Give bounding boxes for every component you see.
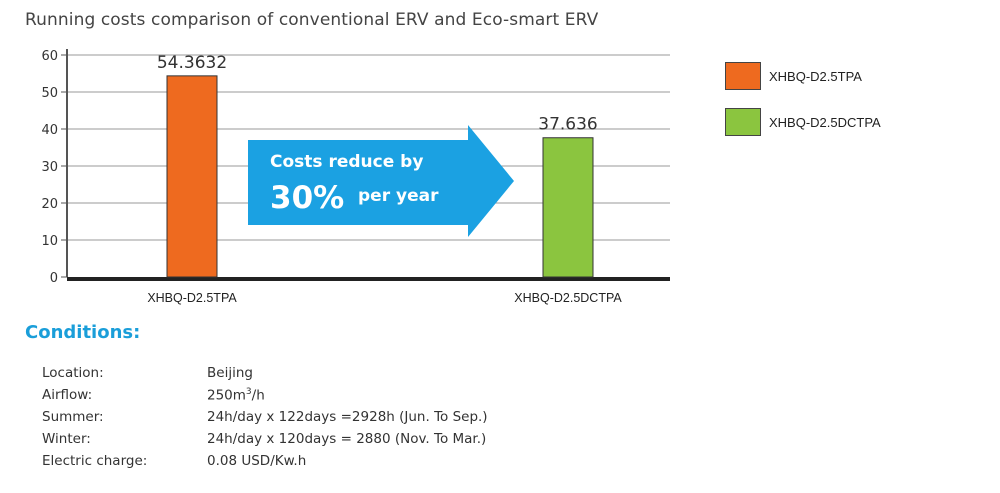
condition-key: Electric charge: (42, 453, 148, 469)
conditions-heading: Conditions: (25, 322, 141, 343)
condition-row-electric-charge: Electric charge: 0.08 USD/Kw.h (42, 450, 488, 472)
y-tick-label: 40 (41, 123, 58, 138)
conditions-table: Location: Beijing Airflow: 250m3/h Summe… (42, 362, 488, 472)
annotation-line2: per year (358, 186, 439, 206)
condition-value: 24h/day x 120days = 2880 (Nov. To Mar.) (207, 431, 487, 447)
airflow-superscript: 3 (245, 386, 252, 397)
legend-label-tpa: XHBQ-D2.5TPA (769, 68, 862, 84)
condition-key: Winter: (42, 431, 91, 447)
x-axis (67, 277, 670, 281)
y-tick-label: 20 (41, 197, 58, 212)
condition-key: Airflow: (42, 387, 93, 403)
condition-row-location: Location: Beijing (42, 362, 488, 384)
bar (166, 75, 218, 278)
arrow-shape (248, 125, 514, 237)
y-tick-label: 60 (41, 49, 58, 64)
reduction-arrow: Costs reduce by 30% per year (248, 125, 514, 237)
bar-chart: 0 10 20 30 40 50 60 54.3632 XHBQ-D2.5TPA 37.636 XH… (41, 49, 670, 305)
condition-row-winter: Winter: 24h/day x 120days = 2880 (Nov. T… (42, 428, 488, 450)
condition-value: 0.08 USD/Kw.h (207, 453, 307, 469)
legend-label-dctpa: XHBQ-D2.5DCTPA (769, 114, 881, 130)
legend-item-dctpa: XHBQ-D2.5DCTPA (725, 108, 881, 136)
condition-value-airflow: 250m3/h (207, 387, 265, 404)
chart-title: Running costs comparison of conventional… (25, 10, 599, 30)
airflow-suffix: /h (251, 387, 265, 404)
y-tick-label: 50 (41, 86, 58, 101)
legend-swatch-tpa (725, 62, 761, 90)
annotation-line1: Costs reduce by (270, 152, 423, 172)
condition-value: Beijing (207, 365, 253, 381)
y-tick-label: 0 (50, 271, 58, 286)
x-tick-label: XHBQ-D2.5TPA (147, 291, 237, 305)
x-tick-label: XHBQ-D2.5DCTPA (514, 291, 622, 305)
y-tick-label: 30 (41, 160, 58, 175)
condition-value: 24h/day x 122days =2928h (Jun. To Sep.) (207, 409, 488, 425)
bar (542, 137, 594, 278)
y-tick-label: 10 (41, 234, 58, 249)
legend-item-tpa: XHBQ-D2.5TPA (725, 62, 881, 90)
condition-key: Summer: (42, 409, 104, 425)
condition-row-airflow: Airflow: 250m3/h (42, 384, 488, 406)
airflow-value: 250m (207, 387, 246, 404)
bar-value-label: 54.3632 (157, 53, 227, 73)
annotation-percent: 30% (270, 180, 344, 216)
legend: XHBQ-D2.5TPA XHBQ-D2.5DCTPA (725, 62, 881, 154)
bar-value-label: 37.636 (538, 115, 597, 135)
condition-row-summer: Summer: 24h/day x 122days =2928h (Jun. T… (42, 406, 488, 428)
legend-swatch-dctpa (725, 108, 761, 136)
condition-key: Location: (42, 365, 104, 381)
